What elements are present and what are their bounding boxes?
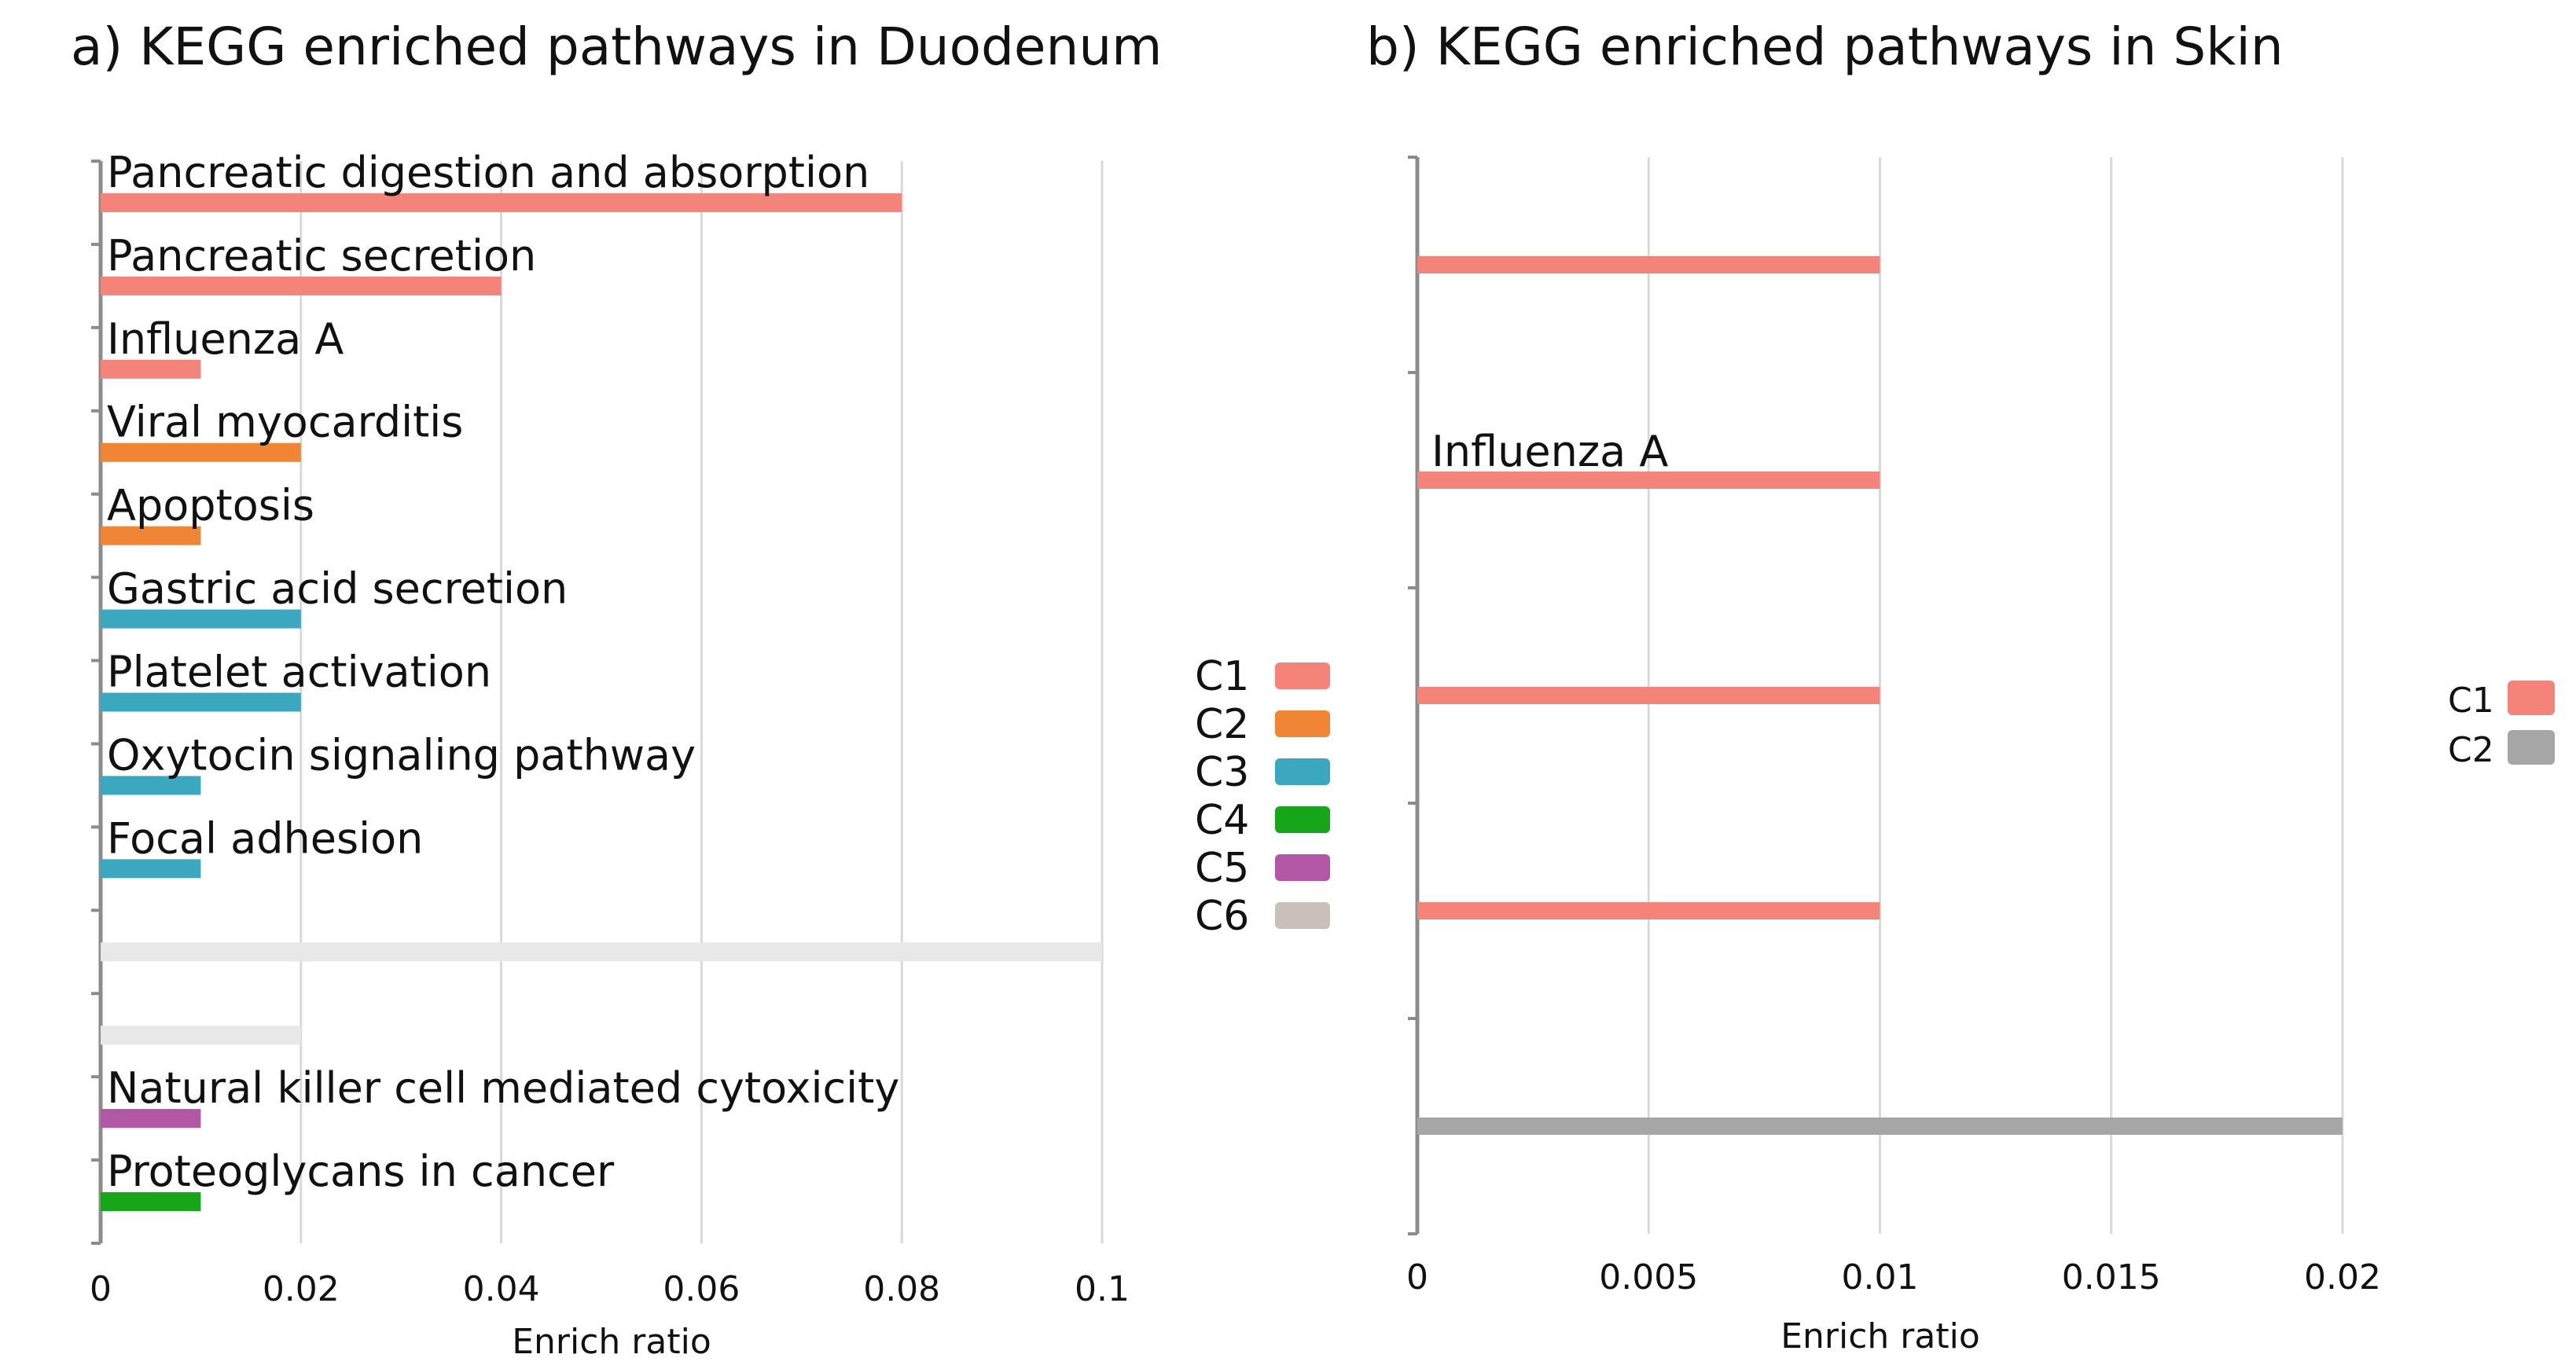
legend-label: C5 xyxy=(1195,845,1249,892)
bar xyxy=(101,776,201,795)
legend-label: C3 xyxy=(1195,749,1249,796)
bar-label: Focal adhesion xyxy=(107,813,423,863)
x-axis-title: Enrich ratio xyxy=(512,1322,711,1362)
x-tick-label: 0.04 xyxy=(463,1269,540,1309)
legend-swatch xyxy=(1275,662,1330,689)
legend-label: C1 xyxy=(2448,681,2494,721)
bar xyxy=(101,609,301,629)
legend-label: C6 xyxy=(1195,893,1249,940)
bar xyxy=(101,1026,301,1045)
x-tick-label: 0.08 xyxy=(863,1269,940,1309)
bar xyxy=(101,692,301,712)
x-tick-label: 0.1 xyxy=(1075,1269,1130,1309)
bar xyxy=(1417,256,1880,273)
bar xyxy=(101,526,201,545)
x-tick-label: 0.02 xyxy=(263,1269,340,1309)
legend-swatch xyxy=(2508,730,2555,765)
bar xyxy=(1417,687,1880,704)
bar xyxy=(101,1192,201,1212)
bar xyxy=(1417,1118,2343,1135)
x-tick-label: 0 xyxy=(90,1269,112,1309)
legend-label: C4 xyxy=(1195,797,1249,844)
x-tick-label: 0.015 xyxy=(2062,1257,2161,1297)
x-tick-label: 0.01 xyxy=(1842,1257,1919,1297)
legend-label: C2 xyxy=(1195,701,1249,748)
bar-label: Proteoglycans in cancer xyxy=(107,1147,615,1196)
panel-a-duodenum: a) KEGG enriched pathways in Duodenum Pan… xyxy=(71,17,1330,1362)
legend-swatch xyxy=(1275,758,1330,785)
x-tick-label: 0.06 xyxy=(663,1269,740,1309)
bar xyxy=(1417,472,1880,489)
x-tick-label: 0.02 xyxy=(2304,1257,2381,1297)
legend-swatch xyxy=(1275,902,1330,929)
legend-swatch xyxy=(1275,806,1330,833)
chart-title: a) KEGG enriched pathways in Duodenum xyxy=(71,17,1162,77)
panel-b-skin: b) KEGG enriched pathways in Skin Influen… xyxy=(1366,17,2555,1356)
bar xyxy=(101,859,201,879)
legend-swatch xyxy=(2508,681,2555,715)
legend-label: C1 xyxy=(1195,653,1249,700)
bar xyxy=(101,359,201,379)
bar-label: Viral myocarditis xyxy=(107,398,463,447)
bar xyxy=(101,942,1102,962)
bar xyxy=(101,442,301,462)
legend-label: C2 xyxy=(2448,730,2494,770)
bar-label: Platelet activation xyxy=(107,648,491,697)
legend-swatch xyxy=(1275,710,1330,737)
x-axis-title: Enrich ratio xyxy=(1780,1316,1980,1356)
x-tick-label: 0 xyxy=(1406,1257,1428,1297)
bar-label: Apoptosis xyxy=(107,481,314,530)
x-tick-label: 0.005 xyxy=(1599,1257,1698,1297)
chart-title: b) KEGG enriched pathways in Skin xyxy=(1366,17,2284,77)
bar-label: Natural killer cell mediated cytoxicity xyxy=(107,1063,899,1113)
legend-swatch xyxy=(1275,854,1330,881)
bar-label: Pancreatic digestion and absorption xyxy=(107,148,869,197)
bar xyxy=(101,276,502,295)
bar xyxy=(101,193,902,212)
bar xyxy=(101,1109,201,1129)
bar-label: Gastric acid secretion xyxy=(107,564,568,614)
bar-label: Influenza A xyxy=(107,314,344,364)
bar-label: Influenza A xyxy=(1431,427,1668,476)
bar-label: Pancreatic secretion xyxy=(107,231,536,281)
bar-label: Oxytocin signaling pathway xyxy=(107,730,696,780)
bar xyxy=(1417,902,1880,919)
